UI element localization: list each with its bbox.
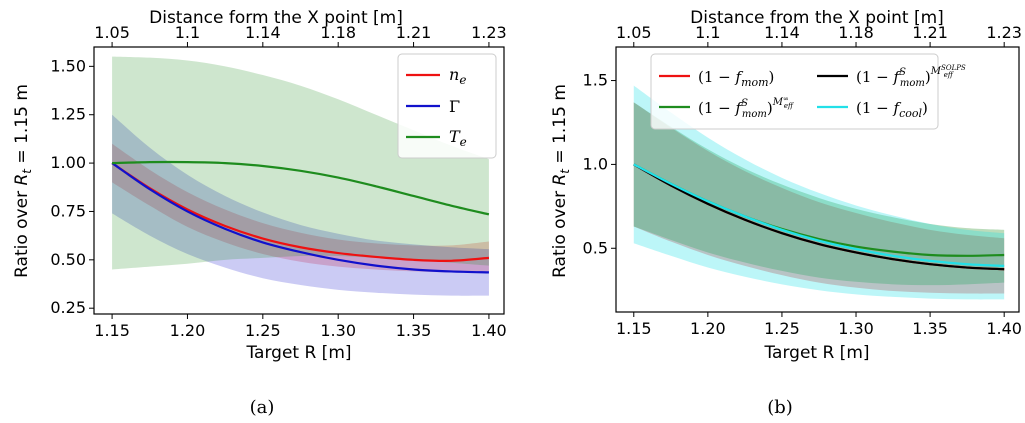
xtick-label-b: 1.40 — [986, 319, 1022, 338]
top-xlabel-b: Distance from the X point [m] — [690, 8, 944, 28]
caption-a: (a) — [250, 397, 275, 418]
top-tick-label-a: 1.21 — [396, 23, 432, 42]
top-tick-label-b: 1.23 — [986, 23, 1022, 42]
series-line-a-0 — [111, 162, 490, 262]
xtick-label-b: 1.30 — [838, 319, 874, 338]
xtick-label-b: 1.20 — [690, 319, 726, 338]
top-tick-label-b: 1.1 — [695, 23, 720, 42]
ytick-label-a: 1.50 — [50, 56, 86, 75]
top-tick-label-b: 1.14 — [764, 23, 800, 42]
xtick-label-a: 1.25 — [245, 321, 281, 340]
caption-b: (b) — [767, 397, 793, 418]
xtick-label-a: 1.20 — [170, 321, 206, 340]
plot-frame-b — [615, 46, 1020, 313]
legend-a: ne Γ Te — [397, 53, 497, 159]
ytick-label-a: 1.25 — [50, 105, 86, 124]
top-tick-label-a: 1.05 — [94, 23, 130, 42]
xtick-label-b: 1.15 — [616, 319, 652, 338]
band-b-1 — [633, 102, 1005, 286]
legend-label-te: Te — [449, 127, 467, 149]
band-a-2 — [112, 56, 489, 270]
xtick-label-a: 1.30 — [320, 321, 356, 340]
top-tick-label-b: 1.05 — [616, 23, 652, 42]
ticks-b: 1.15 1.20 1.25 1.30 1.35 1.40 1.05 1.1 1.14 1.18 1… — [583, 23, 1022, 338]
top-tick-label-a: 1.1 — [175, 23, 200, 42]
legend-label-gamma: Γ — [449, 97, 460, 116]
chart-panel-b: 1.15 1.20 1.25 1.30 1.35 1.40 1.05 1.1 1.14 1.18 1… — [550, 8, 1022, 418]
plot-frame-a — [93, 46, 505, 315]
top-tick-label-a: 1.18 — [320, 23, 356, 42]
chart-panel-a: 1.15 1.20 1.25 1.30 1.35 1.40 1.05 1.1 1.14 1.18 1… — [12, 8, 507, 418]
ytick-label-a: 0.25 — [50, 298, 86, 317]
series-line-b-2 — [633, 163, 1005, 271]
ytick-label-b: 1.0 — [583, 154, 608, 173]
xtick-label-b: 1.35 — [912, 319, 948, 338]
band-a-1 — [112, 114, 489, 296]
ytick-label-a: 1.00 — [50, 153, 86, 172]
xtick-label-b: 1.25 — [764, 319, 800, 338]
legend-b: (1 − fmom) (1 − fS mom)M∞ eff (1 − fS mom)M… — [650, 53, 966, 130]
ylabel-a: Ratio over Rt = 1.15 m — [12, 84, 34, 278]
series-line-a-2 — [112, 160, 490, 216]
top-tick-label-a: 1.23 — [471, 23, 507, 42]
band-b-3 — [633, 85, 1005, 300]
ticks-a: 1.15 1.20 1.25 1.30 1.35 1.40 1.05 1.1 1.14 1.18 1… — [50, 23, 506, 340]
series-line-b-3 — [633, 163, 1005, 267]
xlabel-b: Target R [m] — [763, 343, 869, 363]
ytick-label-b: 0.5 — [583, 238, 608, 257]
ytick-label-a: 0.50 — [50, 250, 86, 269]
xtick-label-a: 1.40 — [471, 321, 507, 340]
band-b-0 — [633, 102, 1005, 294]
lines-a — [111, 160, 490, 274]
top-tick-label-b: 1.21 — [912, 23, 948, 42]
xtick-label-a: 1.15 — [94, 321, 130, 340]
ytick-label-a: 0.75 — [50, 201, 86, 220]
legend-label-ne: ne — [449, 65, 466, 87]
top-tick-label-b: 1.18 — [838, 23, 874, 42]
top-xlabel-a: Distance form the X point [m] — [149, 8, 403, 28]
ylabel-b: Ratio over Rt = 1.15 m — [550, 84, 572, 278]
series-line-a-1 — [111, 162, 489, 274]
xtick-label-a: 1.35 — [396, 321, 432, 340]
xlabel-a: Target R [m] — [245, 343, 351, 363]
top-tick-label-a: 1.14 — [245, 23, 281, 42]
bands-b — [633, 85, 1005, 300]
ytick-label-b: 1.5 — [583, 71, 608, 90]
lines-b — [633, 163, 1005, 271]
